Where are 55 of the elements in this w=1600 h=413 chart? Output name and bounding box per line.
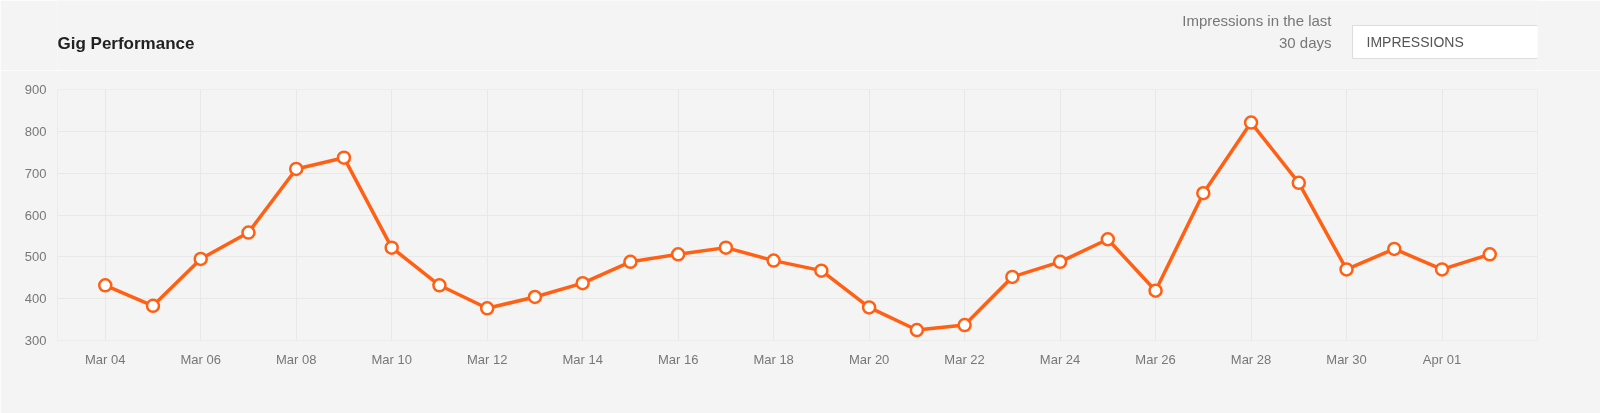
x-tick-label: Mar 10 bbox=[371, 351, 412, 367]
point bbox=[1387, 241, 1402, 257]
x-tick-label: Mar 28 bbox=[1230, 351, 1272, 367]
point bbox=[97, 278, 113, 293]
point bbox=[288, 161, 304, 177]
x-tick-label: Mar 06 bbox=[180, 351, 221, 367]
point bbox=[766, 253, 781, 268]
point bbox=[1005, 269, 1020, 285]
point bbox=[384, 240, 399, 255]
point bbox=[1148, 283, 1163, 298]
point bbox=[1100, 232, 1116, 247]
y-tick-label: 400 bbox=[24, 291, 47, 307]
y-tick-label: 700 bbox=[24, 165, 47, 181]
text: IMPRESSIONS bbox=[1366, 34, 1464, 50]
point bbox=[814, 263, 829, 278]
y-tick-label: 900 bbox=[24, 82, 47, 97]
point bbox=[1339, 262, 1354, 277]
point bbox=[1196, 186, 1211, 201]
chart-title: Gig Performance bbox=[57, 34, 195, 53]
point bbox=[957, 317, 972, 333]
y-tick-label: 600 bbox=[24, 207, 47, 223]
point bbox=[145, 298, 161, 314]
x-tick-label: Mar 14 bbox=[562, 351, 603, 367]
point bbox=[861, 300, 877, 315]
x-tick-label: Mar 24 bbox=[1039, 351, 1081, 367]
point bbox=[527, 289, 543, 305]
x-tick-label: Mar 26 bbox=[1135, 351, 1176, 367]
y-tick-label: 800 bbox=[24, 123, 47, 139]
x-tick-label: Mar 20 bbox=[848, 351, 890, 367]
y-tick-label: 300 bbox=[24, 333, 47, 348]
point bbox=[1243, 115, 1259, 130]
point bbox=[1434, 262, 1450, 277]
point bbox=[1052, 254, 1068, 270]
y-tick-label: 500 bbox=[24, 249, 47, 265]
x-tick-label: Mar 18 bbox=[753, 351, 794, 367]
point bbox=[718, 240, 734, 255]
x-tick-label: Mar 12 bbox=[466, 351, 508, 367]
x-tick-label: Mar 22 bbox=[944, 351, 985, 367]
x-tick-label: Mar 30 bbox=[1326, 351, 1367, 367]
point bbox=[1291, 175, 1307, 191]
point bbox=[575, 275, 590, 291]
point bbox=[336, 150, 352, 165]
point bbox=[193, 251, 208, 267]
chart-subtitle: Impressions in the last 30 days bbox=[1182, 11, 1333, 52]
point bbox=[479, 301, 495, 316]
x-tick-label: Mar 16 bbox=[657, 351, 699, 367]
x-tick-label: Mar 04 bbox=[85, 351, 126, 367]
point bbox=[909, 322, 925, 338]
x-tick-label: Mar 08 bbox=[275, 351, 317, 367]
point bbox=[1482, 247, 1498, 262]
point bbox=[623, 254, 638, 270]
x-tick-label: Apr 01 bbox=[1422, 351, 1462, 367]
point bbox=[241, 225, 256, 240]
point bbox=[670, 247, 686, 262]
point bbox=[432, 278, 447, 293]
